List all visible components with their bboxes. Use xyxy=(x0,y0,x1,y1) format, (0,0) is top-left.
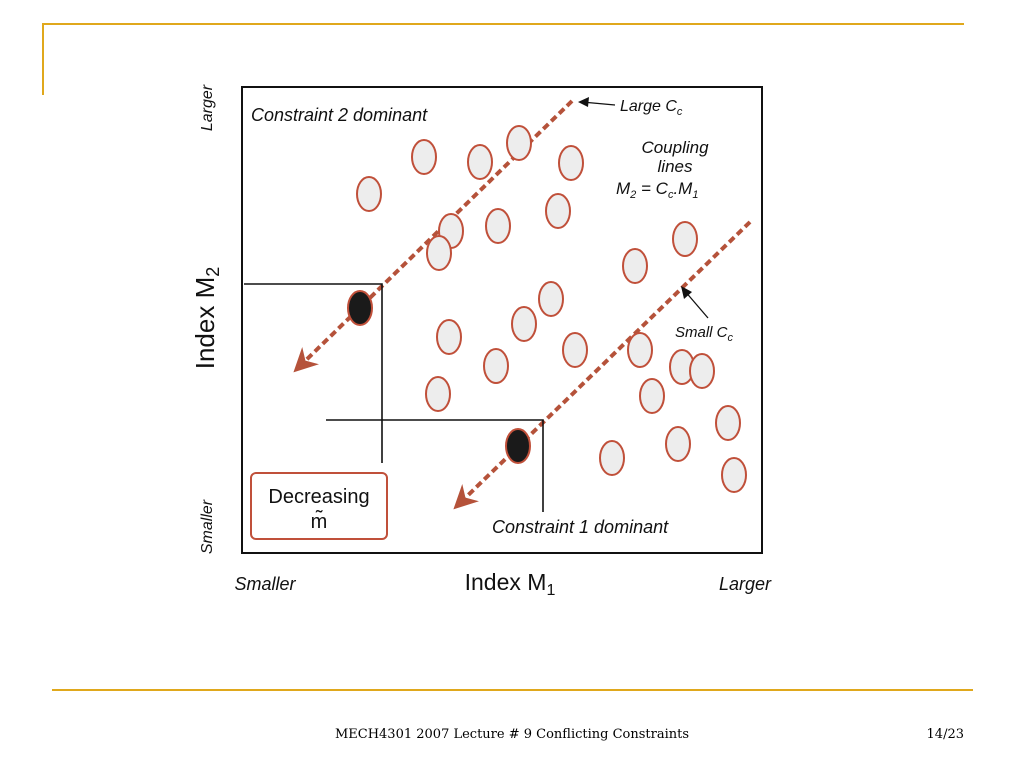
x-larger-label: Larger xyxy=(719,574,772,594)
selected-material-point xyxy=(505,428,531,464)
constraint-2-label: Constraint 2 dominant xyxy=(251,105,428,125)
material-point xyxy=(485,208,511,244)
material-point xyxy=(639,378,665,414)
material-point xyxy=(672,221,698,257)
x-smaller-label: Smaller xyxy=(234,574,296,594)
material-point xyxy=(665,426,691,462)
material-point xyxy=(467,144,493,180)
slide-frame-left xyxy=(42,23,44,95)
plot-frame xyxy=(241,86,763,554)
material-point xyxy=(483,348,509,384)
material-point xyxy=(558,145,584,181)
small-cc-label: Small Cc xyxy=(675,324,734,344)
coupling-label-line2: lines xyxy=(658,157,693,176)
selected-material-point xyxy=(347,290,373,326)
decreasing-mass-box xyxy=(250,472,388,540)
coupling-label-line1: Coupling xyxy=(641,138,709,157)
selection-guide-upper xyxy=(244,283,383,463)
page-number: 14/23 xyxy=(926,727,964,742)
slide-frame-top xyxy=(42,23,964,25)
material-point xyxy=(689,353,715,389)
footer-title: MECH4301 2007 Lecture # 9 Conflicting Co… xyxy=(334,727,690,742)
material-point xyxy=(715,405,741,441)
material-point xyxy=(599,440,625,476)
m-tilde-label: m̃ xyxy=(311,510,328,533)
material-point xyxy=(562,332,588,368)
decreasing-label: Decreasing xyxy=(268,486,369,508)
material-point xyxy=(511,306,537,342)
y-axis-label: Index M2 xyxy=(190,267,223,370)
selection-guide-lower xyxy=(326,419,544,512)
coupling-equation: M2 = Cc.M1 xyxy=(616,179,698,201)
slide-footer-rule xyxy=(52,689,973,691)
material-point xyxy=(426,235,452,271)
material-point xyxy=(436,319,462,355)
material-points xyxy=(356,125,747,493)
material-point xyxy=(538,281,564,317)
material-point xyxy=(627,332,653,368)
large-cc-label: Large Cc xyxy=(620,98,683,118)
coupling-line-large-cc xyxy=(293,99,574,373)
material-point xyxy=(425,376,451,412)
small-cc-pointer-head xyxy=(681,286,692,299)
material-point xyxy=(356,176,382,212)
x-axis-label: Index M1 xyxy=(465,569,556,599)
constraint-1-label: Constraint 1 dominant xyxy=(492,517,669,537)
large-cc-pointer-head xyxy=(578,97,589,107)
material-point xyxy=(506,125,532,161)
material-point xyxy=(622,248,648,284)
y-smaller-label: Smaller xyxy=(199,499,216,554)
material-point xyxy=(545,193,571,229)
y-larger-label: Larger xyxy=(199,84,216,131)
material-point xyxy=(411,139,437,175)
material-point xyxy=(721,457,747,493)
